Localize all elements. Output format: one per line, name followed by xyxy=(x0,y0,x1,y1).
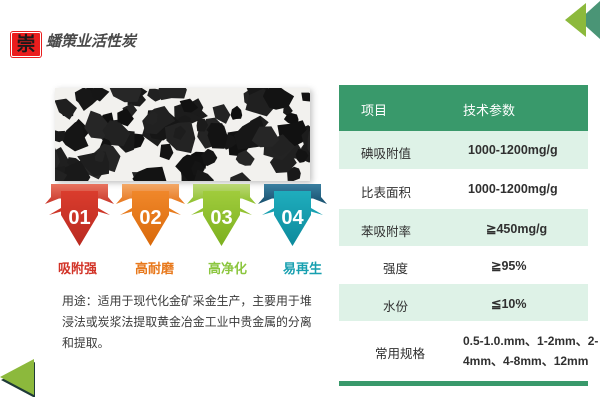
svg-text:02: 02 xyxy=(139,207,161,229)
svg-text:01: 01 xyxy=(68,207,90,229)
svg-text:03: 03 xyxy=(210,207,232,229)
svg-text:04: 04 xyxy=(281,207,304,229)
